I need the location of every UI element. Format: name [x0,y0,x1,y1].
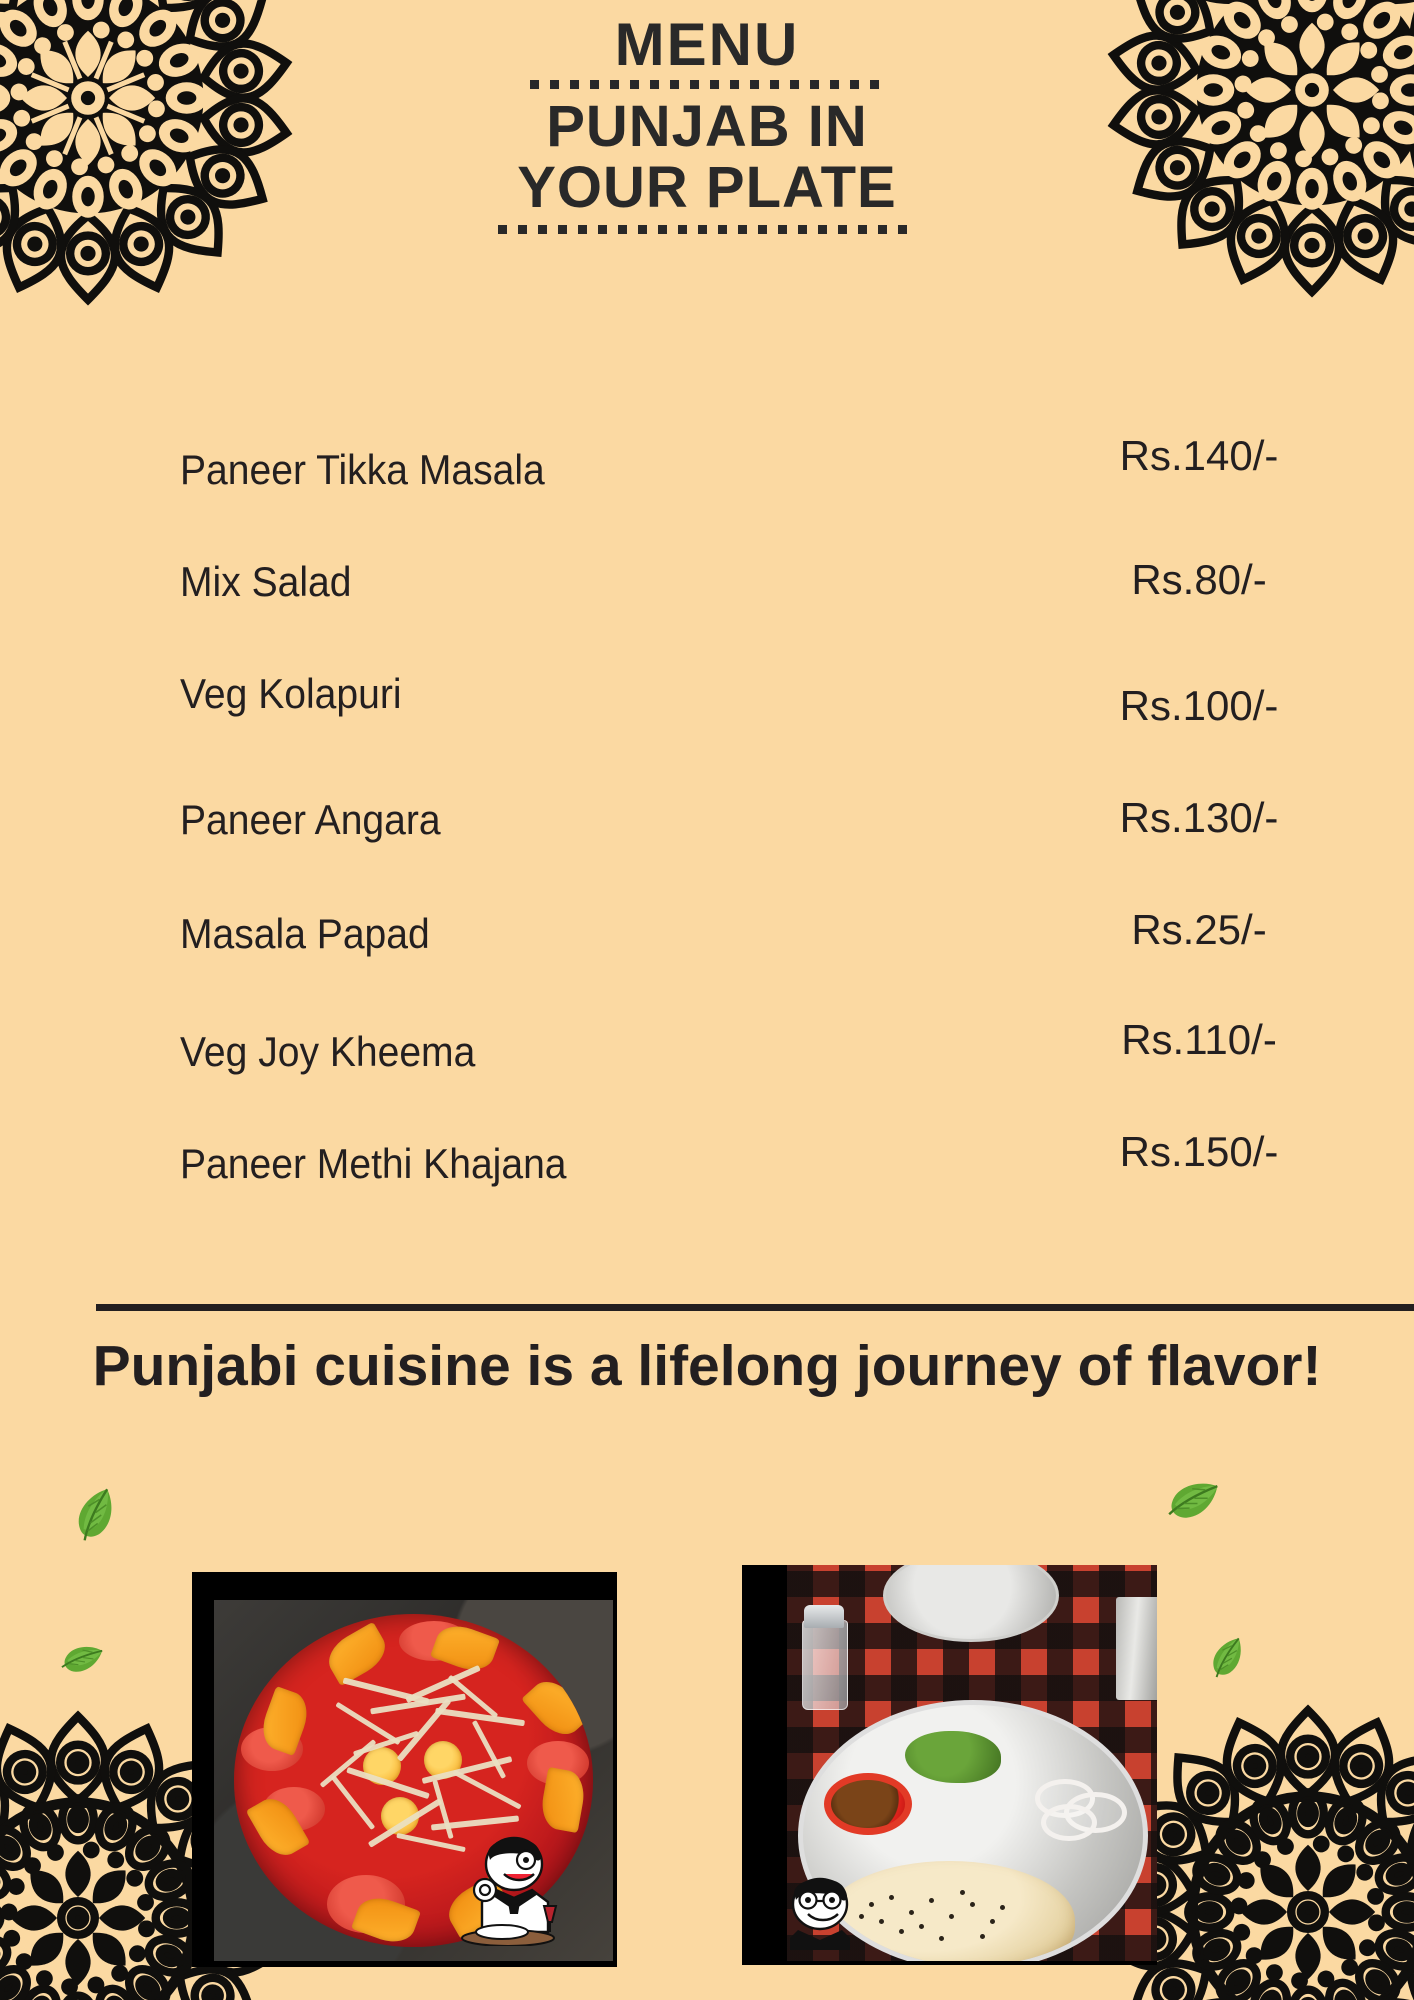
menu-item-name: Paneer Angara [180,796,441,843]
menu-item-price: Rs.130/- [1119,794,1279,841]
page-title-line-2: PUNJAB IN [546,93,868,159]
menu-item-name: Paneer Methi Khajana [180,1140,567,1187]
menu-item-name: Veg Kolapuri [180,670,402,717]
leaf-icon [1160,1466,1225,1531]
menu-divider [96,1304,1414,1311]
menu-row: Mix Salad Rs.80/- [0,534,1414,650]
menu-item-name: Mix Salad [180,558,352,605]
menu-row: Paneer Tikka Masala Rs.140/- [0,418,1414,534]
leaf-icon [1200,1630,1253,1683]
menu-item-name: Paneer Tikka Masala [180,446,545,493]
dotted-rule-bottom [498,225,916,235]
menu-item-name: Masala Papad [180,910,430,957]
menu-item-price: Rs.140/- [1119,432,1279,479]
page-title-line-3: YOUR PLATE [517,154,897,220]
poster-header: MENU PUNJAB IN YOUR PLATE [0,11,1414,237]
page-title-menu: MENU [614,11,800,78]
menu-item-list: Paneer Tikka Masala Rs.140/- Mix Salad R… [0,418,1414,1230]
tagline: Punjabi cuisine is a lifelong journey of… [92,1334,1322,1398]
punjabi-thali-photo [742,1565,1157,1965]
leaf-icon [55,1631,110,1686]
menu-item-name: Veg Joy Kheema [180,1028,476,1075]
menu-item-price: Rs.100/- [1119,682,1279,729]
menu-item-price: Rs.110/- [1121,1016,1277,1063]
dotted-rule-top [529,79,885,89]
menu-row: Veg Joy Kheema Rs.110/- [0,998,1414,1114]
menu-item-price: Rs.80/- [1131,556,1267,603]
waiter-face-cartoon-icon [780,1868,858,1950]
menu-item-price: Rs.150/- [1119,1128,1279,1175]
waiter-cartoon-icon [452,1828,562,1946]
menu-row: Paneer Methi Khajana Rs.150/- [0,1114,1414,1230]
menu-row: Veg Kolapuri Rs.100/- [0,650,1414,766]
menu-item-price: Rs.25/- [1131,906,1267,953]
menu-row: Paneer Angara Rs.130/- [0,766,1414,882]
leaf-icon [60,1479,130,1549]
menu-row: Masala Papad Rs.25/- [0,882,1414,998]
